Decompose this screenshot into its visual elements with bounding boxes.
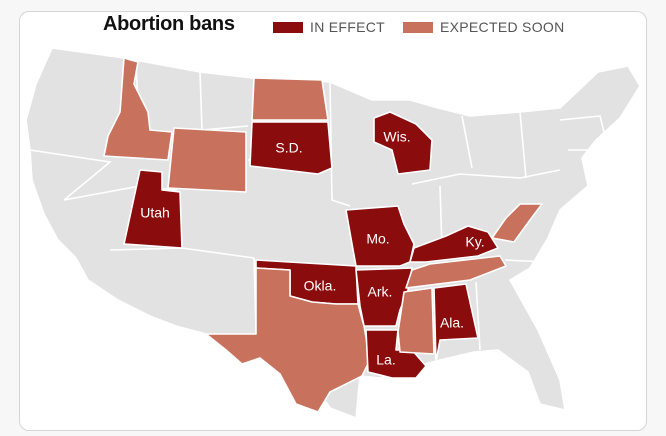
state-label-louisiana: La. <box>376 352 395 368</box>
state-label-missouri: Mo. <box>366 231 389 247</box>
state-alabama <box>433 283 479 363</box>
state-mississippi <box>397 287 435 355</box>
state-texas <box>205 267 371 413</box>
state-wisconsin <box>373 111 433 175</box>
legend-swatch-expected-soon <box>403 22 433 33</box>
state-west-virginia <box>491 203 543 243</box>
state-label-arkansas: Ark. <box>368 284 393 300</box>
state-utah <box>123 169 183 249</box>
state-tennessee <box>405 255 507 289</box>
legend-label-expected-soon: EXPECTED SOON <box>440 19 565 35</box>
state-label-alabama: Ala. <box>440 315 464 331</box>
state-label-utah: Utah <box>140 205 170 221</box>
state-label-kentucky: Ky. <box>465 234 484 250</box>
state-label-wisconsin: Wis. <box>383 129 410 145</box>
state-idaho <box>103 57 173 161</box>
legend-label-in-effect: IN EFFECT <box>310 19 386 35</box>
state-label-south-dakota: S.D. <box>275 140 302 156</box>
map-title: Abortion bans <box>103 13 235 35</box>
legend-swatch-in-effect <box>273 22 303 33</box>
state-louisiana <box>365 329 427 379</box>
state-wyoming <box>167 127 247 193</box>
state-north-dakota <box>251 77 329 121</box>
state-label-oklahoma: Okla. <box>304 278 337 294</box>
state-kentucky <box>409 225 499 263</box>
state-south-dakota <box>249 121 333 175</box>
